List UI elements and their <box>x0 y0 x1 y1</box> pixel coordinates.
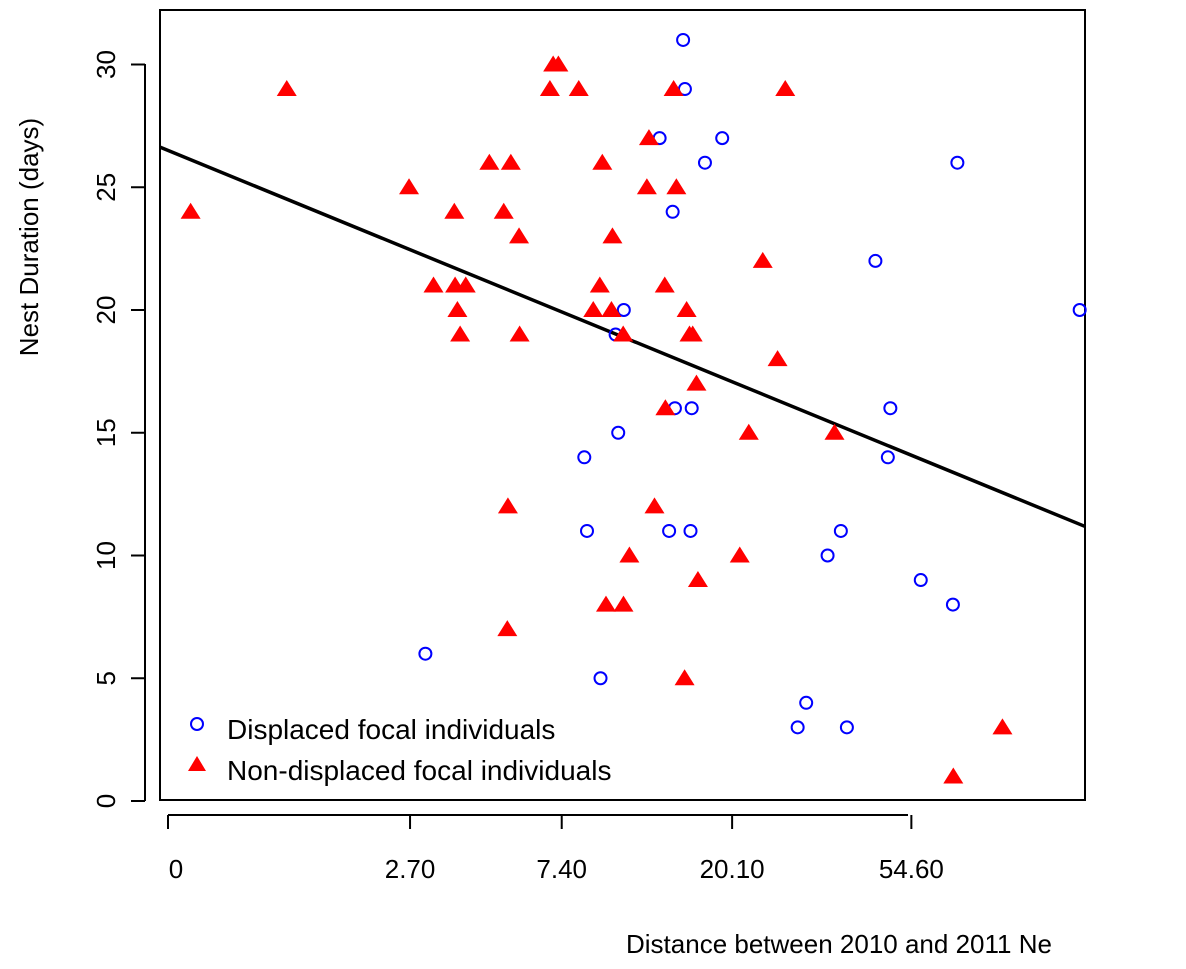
y-axis-ticks: 0 5 10 15 20 25 30 <box>91 50 145 808</box>
data-point-displaced <box>950 155 965 170</box>
data-point-non-displaced <box>613 595 634 612</box>
legend-label-non-displaced: Non-displaced focal individuals <box>227 755 611 786</box>
data-point-displaced <box>676 32 691 47</box>
legend-label-displaced: Displaced focal individuals <box>227 714 555 745</box>
data-point-displaced <box>697 155 712 170</box>
x-axis-label: Distance between 2010 and 2011 Ne <box>626 929 1052 959</box>
data-point-displaced <box>945 597 960 612</box>
data-point-non-displaced <box>738 423 759 440</box>
data-point-non-displaced <box>568 80 589 97</box>
series-non-displaced-points <box>180 55 1013 784</box>
data-point-displaced <box>790 720 805 735</box>
y-tick-label: 20 <box>91 296 121 325</box>
data-point-non-displaced <box>674 669 695 686</box>
x-tick-label: 54.60 <box>879 854 944 884</box>
data-point-displaced <box>683 523 698 538</box>
x-tick-label: 7.40 <box>536 854 587 884</box>
data-point-non-displaced <box>423 276 444 293</box>
x-axis-ticks: 0 2.70 7.40 20.10 54.60 <box>167 815 944 884</box>
data-point-displaced <box>611 425 626 440</box>
data-point-non-displaced <box>497 620 518 637</box>
y-tick-label: 25 <box>91 173 121 202</box>
data-point-displaced <box>662 523 677 538</box>
data-point-non-displaced <box>592 153 613 170</box>
data-point-displaced <box>580 523 595 538</box>
data-point-non-displaced <box>775 80 796 97</box>
data-point-non-displaced <box>509 325 530 342</box>
y-tick-label: 5 <box>91 671 121 685</box>
data-point-displaced <box>833 523 848 538</box>
data-point-non-displaced <box>676 301 697 317</box>
data-point-non-displaced <box>752 251 773 268</box>
legend-marker-non-displaced <box>188 756 206 771</box>
data-point-non-displaced <box>638 129 659 146</box>
data-point-non-displaced <box>602 227 623 244</box>
data-point-non-displaced <box>539 80 560 97</box>
data-point-non-displaced <box>824 423 845 440</box>
y-tick-label: 0 <box>91 794 121 808</box>
data-point-non-displaced <box>493 202 514 219</box>
data-point-displaced <box>418 646 433 661</box>
data-point-displaced <box>799 695 814 710</box>
data-point-non-displaced <box>619 546 640 563</box>
series-displaced-points <box>418 32 1087 735</box>
data-point-displaced <box>820 548 835 563</box>
data-point-non-displaced <box>663 80 684 97</box>
data-point-displaced <box>616 303 631 317</box>
data-point-non-displaced <box>613 325 634 342</box>
data-point-non-displaced <box>655 399 676 416</box>
data-point-non-displaced <box>729 546 750 563</box>
data-point-non-displaced <box>644 497 665 514</box>
x-tick-label: 2.70 <box>385 854 436 884</box>
data-point-displaced <box>684 401 699 416</box>
data-point-non-displaced <box>548 55 569 72</box>
data-point-non-displaced <box>276 80 297 97</box>
data-point-non-displaced <box>601 301 622 317</box>
plot-frame <box>159 9 1086 801</box>
data-point-non-displaced <box>636 178 657 195</box>
data-point-non-displaced <box>497 497 518 514</box>
data-point-displaced <box>593 671 608 686</box>
data-point-non-displaced <box>654 276 675 293</box>
data-point-displaced <box>839 720 854 735</box>
data-point-displaced <box>913 573 928 588</box>
data-point-non-displaced <box>682 325 703 342</box>
data-point-non-displaced <box>479 153 500 170</box>
data-point-displaced <box>868 253 883 268</box>
data-point-non-displaced <box>595 595 616 612</box>
data-point-non-displaced <box>992 718 1013 735</box>
data-point-non-displaced <box>444 202 465 219</box>
data-point-non-displaced <box>447 301 468 317</box>
y-axis-label: Nest Duration (days) <box>14 118 44 356</box>
legend-marker-displaced <box>190 717 204 731</box>
data-point-displaced <box>883 401 898 416</box>
data-point-non-displaced <box>686 374 707 391</box>
data-point-non-displaced <box>509 227 530 244</box>
data-point-non-displaced <box>767 350 788 367</box>
data-point-non-displaced <box>666 178 687 195</box>
data-point-non-displaced <box>399 178 420 195</box>
data-point-non-displaced <box>450 325 471 342</box>
data-point-non-displaced <box>943 767 964 784</box>
data-point-non-displaced <box>589 276 610 293</box>
y-tick-label: 30 <box>91 50 121 79</box>
x-tick-label: 20.10 <box>700 854 765 884</box>
data-point-displaced <box>715 131 730 146</box>
data-point-non-displaced <box>687 571 708 588</box>
data-point-non-displaced <box>500 153 521 170</box>
data-point-non-displaced <box>455 276 476 293</box>
x-tick-label: 0 <box>169 854 183 884</box>
legend: Displaced focal individuals Non-displace… <box>188 714 611 786</box>
data-point-non-displaced <box>583 301 604 317</box>
y-tick-label: 15 <box>91 418 121 447</box>
data-point-non-displaced <box>180 202 201 219</box>
y-tick-label: 10 <box>91 541 121 570</box>
data-point-displaced <box>1072 303 1087 317</box>
data-point-displaced <box>577 450 592 465</box>
data-point-displaced <box>665 204 680 219</box>
data-point-displaced <box>880 450 895 465</box>
